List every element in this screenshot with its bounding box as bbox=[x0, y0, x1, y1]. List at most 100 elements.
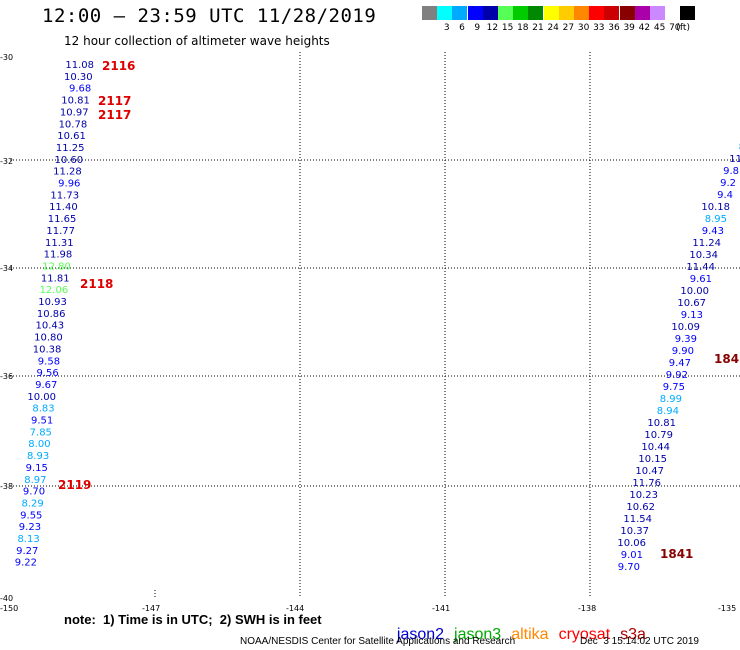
generation-timestamp: Dec 3 15:14:02 UTC 2019 bbox=[580, 636, 699, 647]
wave-height-value: 9.92 bbox=[666, 370, 688, 381]
map-subtitle: 12 hour collection of altimeter wave hei… bbox=[64, 34, 330, 48]
wave-height-value: 11.65 bbox=[48, 214, 77, 225]
latitude-tick-label: -40 bbox=[0, 594, 13, 603]
legend-cryosat: cryosat bbox=[558, 626, 611, 643]
wave-height-value: 9.58 bbox=[38, 356, 60, 367]
wave-height-value: 10.30 bbox=[64, 72, 93, 83]
wave-height-value: 11.81 bbox=[41, 273, 70, 284]
color-scale-label: 70 bbox=[669, 23, 681, 33]
wave-height-value: 10.62 bbox=[626, 502, 655, 513]
wave-height-value: 11.44 bbox=[686, 262, 715, 273]
wave-height-value: 8.00 bbox=[28, 439, 50, 450]
wave-height-value: 11.08 bbox=[65, 60, 94, 71]
wave-height-value: 10.15 bbox=[638, 454, 667, 465]
wave-height-value: 8.95 bbox=[705, 214, 727, 225]
longitude-tick-label: -144 bbox=[286, 604, 304, 613]
wave-height-value: 9.61 bbox=[690, 274, 712, 285]
color-swatch bbox=[482, 6, 498, 20]
wave-height-value: 9.68 bbox=[69, 84, 91, 95]
wave-height-value: 10.23 bbox=[629, 490, 658, 501]
wave-height-value: 8.29 bbox=[22, 498, 44, 509]
pass-number-label: 2117 bbox=[98, 94, 131, 108]
wave-height-value: 9.90 bbox=[672, 346, 694, 357]
wave-height-value: 11.73 bbox=[50, 190, 79, 201]
wave-height-value: 9.15 bbox=[26, 463, 48, 474]
wave-height-value: 10.80 bbox=[34, 333, 63, 344]
wave-height-value: 8.94 bbox=[657, 406, 679, 417]
wave-height-value: 10.37 bbox=[620, 526, 649, 537]
wave-height-value: 8.97 bbox=[24, 475, 46, 486]
wave-height-value: 11.98 bbox=[44, 250, 73, 261]
wave-height-value: 9.23 bbox=[19, 522, 41, 533]
wave-height-value: 11.31 bbox=[45, 238, 74, 249]
longitude-tick-label: -138 bbox=[578, 604, 596, 613]
color-swatch bbox=[665, 6, 681, 20]
wave-height-value: 8.83 bbox=[32, 404, 54, 415]
color-swatch bbox=[422, 6, 437, 20]
wave-height-value: 8.13 bbox=[17, 534, 39, 545]
color-scale-label: 6 bbox=[459, 23, 465, 33]
pass-number-label: 2118 bbox=[80, 277, 113, 291]
color-swatch bbox=[589, 6, 605, 20]
wave-height-value: 9.2 bbox=[720, 178, 736, 189]
wave-height-value: 9.47 bbox=[669, 358, 691, 369]
wave-height-value: 10.09 bbox=[671, 322, 700, 333]
map-title: 12:00 – 23:59 UTC 11/28/2019 bbox=[42, 5, 377, 27]
color-scale-label: 39 bbox=[623, 23, 635, 33]
legend-s3a: s3a bbox=[620, 626, 646, 643]
color-scale-label: 3 bbox=[443, 23, 450, 33]
wave-height-value: 9.70 bbox=[23, 487, 45, 498]
wave-height-value: 10.06 bbox=[617, 538, 646, 549]
wave-height-value: 9.67 bbox=[35, 380, 57, 391]
wave-height-value: 10.00 bbox=[27, 392, 56, 403]
wave-height-value: 10.86 bbox=[37, 309, 66, 320]
wave-height-value: 11.54 bbox=[623, 514, 652, 525]
wave-height-value: 10.93 bbox=[38, 297, 67, 308]
color-scale-label: 30 bbox=[577, 23, 590, 33]
wave-height-value: 11.25 bbox=[56, 143, 85, 154]
wave-height-value: 10.34 bbox=[689, 250, 718, 261]
pass-number-label: 2116 bbox=[102, 59, 135, 73]
longitude-tick-label: -141 bbox=[432, 604, 450, 613]
longitude-tick-label: -135 bbox=[718, 604, 736, 613]
pass-number-label: 2119 bbox=[58, 478, 91, 492]
wave-height-value: 10.60 bbox=[55, 155, 84, 166]
wave-height-value: 12.80 bbox=[42, 261, 71, 272]
wave-height-value: 10.81 bbox=[647, 418, 676, 429]
wave-height-value: 9.51 bbox=[31, 416, 53, 427]
wave-height-value: 11.40 bbox=[49, 202, 78, 213]
longitude-tick-label: -150 bbox=[0, 604, 18, 613]
wave-height-value: 10.61 bbox=[57, 131, 86, 142]
color-scale-label: 42 bbox=[638, 23, 651, 33]
color-scale-label: 15 bbox=[501, 23, 514, 33]
color-swatch bbox=[574, 6, 589, 20]
color-swatch bbox=[467, 6, 483, 20]
wave-height-value: 9.55 bbox=[20, 510, 42, 521]
wave-height-value: 9.96 bbox=[58, 179, 80, 190]
wave-height-value: 9.56 bbox=[36, 368, 58, 379]
latitude-tick-label: -30 bbox=[0, 53, 13, 62]
pass-number-label: 2117 bbox=[98, 108, 131, 122]
wave-height-value: 12.06 bbox=[40, 285, 69, 296]
color-scale-label: 36 bbox=[608, 23, 620, 33]
wave-height-value: 10.44 bbox=[641, 442, 670, 453]
wave-height-value: 9.13 bbox=[681, 310, 703, 321]
wave-height-value: 10.43 bbox=[36, 321, 65, 332]
color-scale-label: 9 bbox=[474, 23, 481, 33]
wave-height-value: 10.00 bbox=[680, 286, 709, 297]
credit-line: NOAA/NESDIS Center for Satellite Applica… bbox=[240, 636, 516, 647]
latitude-tick-label: -38 bbox=[0, 482, 13, 491]
color-swatch bbox=[437, 6, 453, 20]
wave-height-value: 10.67 bbox=[677, 298, 706, 309]
color-scale-label: 45 bbox=[653, 23, 666, 33]
latitude-tick-label: -36 bbox=[0, 372, 13, 381]
color-scale-unit: (ft) bbox=[676, 23, 690, 33]
color-scale-label: 33 bbox=[593, 23, 605, 33]
latitude-tick-label: -34 bbox=[0, 264, 13, 273]
color-swatch bbox=[452, 6, 468, 20]
pass-number-label: 1841 bbox=[660, 547, 693, 561]
wave-height-value: 7.85 bbox=[30, 427, 52, 438]
color-swatch bbox=[513, 6, 529, 20]
wave-height-value: 11.77 bbox=[46, 226, 75, 237]
wave-height-value: 8.99 bbox=[660, 394, 682, 405]
